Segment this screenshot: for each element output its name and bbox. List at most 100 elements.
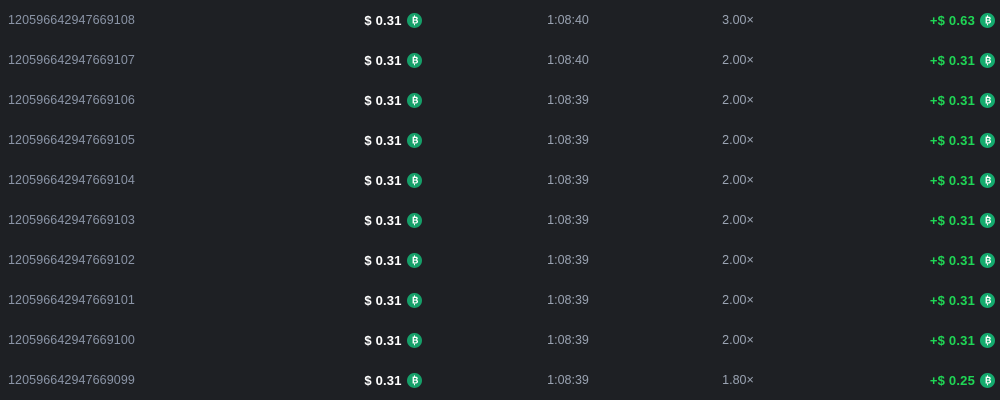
bitcoin-coin-icon	[406, 372, 422, 388]
bet-payout-cell: +$ 0.25	[818, 372, 995, 388]
bet-id[interactable]: 120596642947669107	[8, 53, 135, 67]
bitcoin-coin-icon	[980, 212, 995, 228]
bet-payout-cell: +$ 0.31	[818, 292, 995, 308]
bet-id[interactable]: 120596642947669102	[8, 253, 135, 267]
bitcoin-coin-icon	[980, 132, 995, 148]
table-row[interactable]: 120596642947669101 $ 0.31 1:08:39 2.00× +$ 0…	[0, 280, 1000, 320]
bet-amount-cell: $ 0.31	[308, 212, 478, 228]
bitcoin-coin-icon	[406, 52, 422, 68]
bet-multiplier: 3.00×	[722, 13, 754, 27]
bet-id[interactable]: 120596642947669100	[8, 333, 135, 347]
table-row[interactable]: 120596642947669102 $ 0.31 1:08:39 2.00× +$ 0…	[0, 240, 1000, 280]
bet-time: 1:08:39	[547, 253, 589, 267]
bet-time: 1:08:40	[547, 53, 589, 67]
bet-time: 1:08:39	[547, 173, 589, 187]
bet-amount-cell: $ 0.31	[308, 132, 478, 148]
table-row[interactable]: 120596642947669106 $ 0.31 1:08:39 2.00× +$ 0…	[0, 80, 1000, 120]
bet-payout-cell: +$ 0.31	[818, 52, 995, 68]
table-row[interactable]: 120596642947669105 $ 0.31 1:08:39 2.00× +$ 0…	[0, 120, 1000, 160]
bet-time: 1:08:39	[547, 93, 589, 107]
bet-payout-cell: +$ 0.31	[818, 212, 995, 228]
bet-payout-cell: +$ 0.31	[818, 132, 995, 148]
bet-time: 1:08:40	[547, 13, 589, 27]
bet-amount: $ 0.31	[364, 92, 402, 108]
bet-payout: +$ 0.25	[929, 372, 975, 388]
bet-payout: +$ 0.31	[929, 212, 975, 228]
bitcoin-coin-icon	[406, 332, 422, 348]
bitcoin-coin-icon	[406, 212, 422, 228]
bitcoin-coin-icon	[406, 172, 422, 188]
bet-amount-cell: $ 0.31	[308, 372, 478, 388]
bet-multiplier: 2.00×	[722, 173, 754, 187]
bitcoin-coin-icon	[980, 292, 995, 308]
bet-amount: $ 0.31	[364, 132, 402, 148]
bet-payout: +$ 0.31	[929, 52, 975, 68]
bet-amount-cell: $ 0.31	[308, 172, 478, 188]
bet-amount: $ 0.31	[364, 332, 402, 348]
bet-time: 1:08:39	[547, 373, 589, 387]
bitcoin-coin-icon	[980, 12, 995, 28]
bet-time: 1:08:39	[547, 333, 589, 347]
bitcoin-coin-icon	[406, 12, 422, 28]
bet-time: 1:08:39	[547, 133, 589, 147]
bet-multiplier: 2.00×	[722, 293, 754, 307]
bitcoin-coin-icon	[406, 252, 422, 268]
bet-amount: $ 0.31	[364, 292, 402, 308]
bet-payout: +$ 0.31	[929, 332, 975, 348]
bet-amount: $ 0.31	[364, 52, 402, 68]
bet-id[interactable]: 120596642947669106	[8, 93, 135, 107]
bet-multiplier: 2.00×	[722, 253, 754, 267]
bet-amount: $ 0.31	[364, 172, 402, 188]
bitcoin-coin-icon	[406, 92, 422, 108]
bet-multiplier: 2.00×	[722, 53, 754, 67]
bet-multiplier: 1.80×	[722, 373, 754, 387]
bet-id[interactable]: 120596642947669099	[8, 373, 135, 387]
bet-id[interactable]: 120596642947669104	[8, 173, 135, 187]
bitcoin-coin-icon	[406, 292, 422, 308]
bet-amount-cell: $ 0.31	[308, 252, 478, 268]
bitcoin-coin-icon	[980, 372, 995, 388]
bet-multiplier: 2.00×	[722, 93, 754, 107]
bet-amount: $ 0.31	[364, 212, 402, 228]
bitcoin-coin-icon	[980, 252, 995, 268]
bet-time: 1:08:39	[547, 213, 589, 227]
bet-payout: +$ 0.63	[929, 12, 975, 28]
bet-payout-cell: +$ 0.31	[818, 252, 995, 268]
bet-id[interactable]: 120596642947669101	[8, 293, 135, 307]
bitcoin-coin-icon	[980, 52, 995, 68]
table-row[interactable]: 120596642947669108 $ 0.31 1:08:40 3.00× +$ 0…	[0, 0, 1000, 40]
bet-time: 1:08:39	[547, 293, 589, 307]
bet-payout: +$ 0.31	[929, 252, 975, 268]
bet-id[interactable]: 120596642947669105	[8, 133, 135, 147]
bet-payout-cell: +$ 0.31	[818, 92, 995, 108]
bet-payout: +$ 0.31	[929, 132, 975, 148]
bitcoin-coin-icon	[980, 92, 995, 108]
bet-payout-cell: +$ 0.31	[818, 172, 995, 188]
table-row[interactable]: 120596642947669103 $ 0.31 1:08:39 2.00× +$ 0…	[0, 200, 1000, 240]
bet-amount: $ 0.31	[364, 252, 402, 268]
bet-multiplier: 2.00×	[722, 133, 754, 147]
table-row[interactable]: 120596642947669099 $ 0.31 1:08:39 1.80× +$ 0…	[0, 360, 1000, 400]
bet-id[interactable]: 120596642947669103	[8, 213, 135, 227]
bet-multiplier: 2.00×	[722, 213, 754, 227]
bet-payout: +$ 0.31	[929, 172, 975, 188]
bet-amount: $ 0.31	[364, 372, 402, 388]
table-row[interactable]: 120596642947669107 $ 0.31 1:08:40 2.00× +$ 0…	[0, 40, 1000, 80]
bitcoin-coin-icon	[980, 172, 995, 188]
bet-multiplier: 2.00×	[722, 333, 754, 347]
bitcoin-coin-icon	[980, 332, 995, 348]
table-row[interactable]: 120596642947669104 $ 0.31 1:08:39 2.00× +$ 0…	[0, 160, 1000, 200]
bet-amount-cell: $ 0.31	[308, 292, 478, 308]
bet-amount-cell: $ 0.31	[308, 52, 478, 68]
table-row[interactable]: 120596642947669100 $ 0.31 1:08:39 2.00× +$ 0…	[0, 320, 1000, 360]
bet-payout: +$ 0.31	[929, 92, 975, 108]
bet-amount-cell: $ 0.31	[308, 332, 478, 348]
bet-payout-cell: +$ 0.31	[818, 332, 995, 348]
bet-id[interactable]: 120596642947669108	[8, 13, 135, 27]
bet-amount: $ 0.31	[364, 12, 402, 28]
bet-amount-cell: $ 0.31	[308, 12, 478, 28]
bitcoin-coin-icon	[406, 132, 422, 148]
bet-amount-cell: $ 0.31	[308, 92, 478, 108]
bet-payout-cell: +$ 0.63	[818, 12, 995, 28]
